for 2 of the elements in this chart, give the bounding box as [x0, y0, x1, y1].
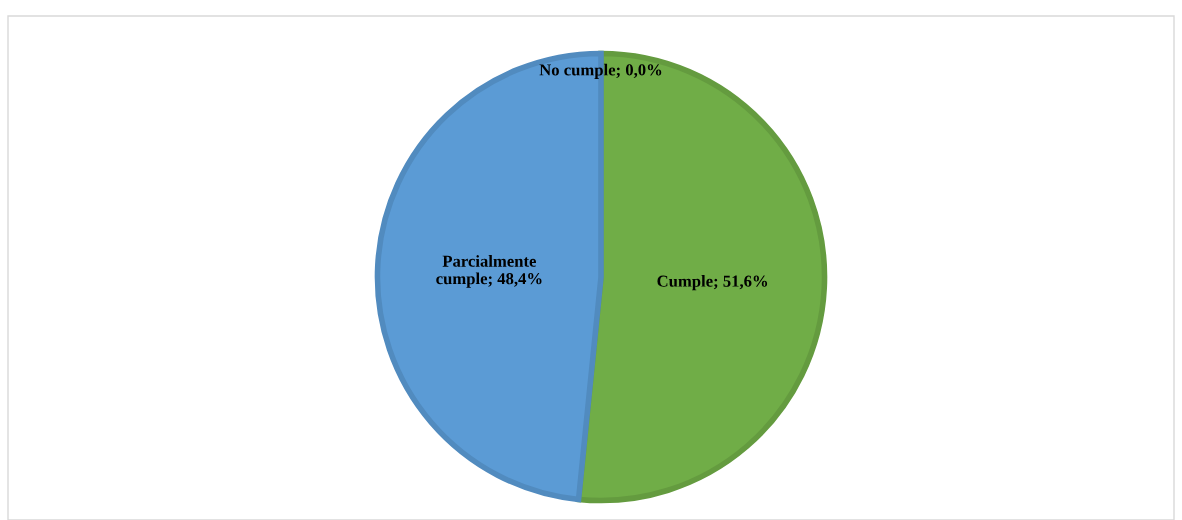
slice-label: Cumple; 51,6% [657, 275, 768, 291]
slice-label: Parcialmente cumple; 48,4% [436, 255, 542, 288]
